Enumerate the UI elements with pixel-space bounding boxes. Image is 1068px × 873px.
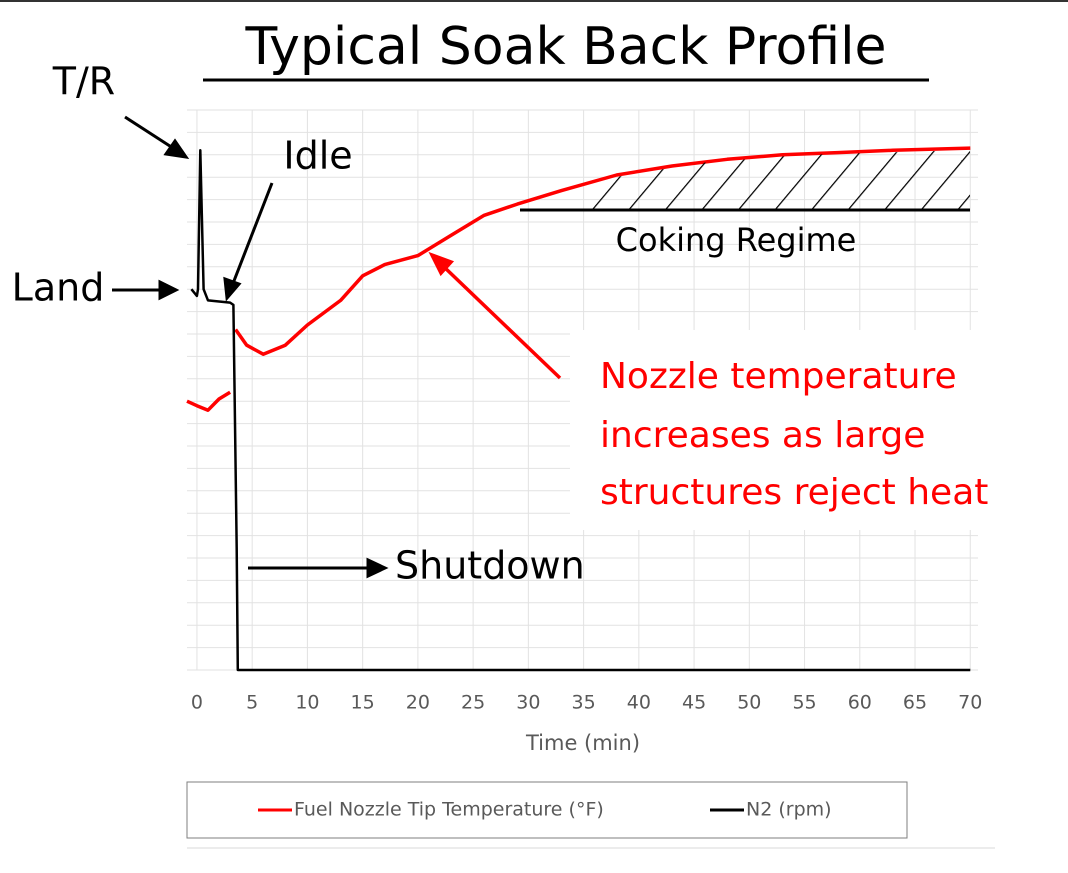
legend-label: N2 (rpm) bbox=[746, 799, 832, 821]
x-tick-label: 55 bbox=[792, 692, 816, 714]
annotation: Idle bbox=[283, 134, 352, 178]
series bbox=[186, 146, 971, 672]
arrows bbox=[112, 115, 389, 579]
chart-title: Typical Soak Back Profile bbox=[244, 17, 886, 77]
top-border bbox=[0, 0, 1068, 2]
x-axis-label: Time (min) bbox=[525, 731, 640, 755]
x-tick-label: 5 bbox=[246, 692, 258, 714]
x-tick-label: 15 bbox=[351, 692, 375, 714]
x-tick-label: 45 bbox=[682, 692, 706, 714]
annotation-backdrop bbox=[570, 330, 1040, 530]
x-tick-label: 65 bbox=[903, 692, 927, 714]
x-tick-label: 35 bbox=[572, 692, 596, 714]
x-tick-label: 25 bbox=[461, 692, 485, 714]
annotation: Nozzle temperature bbox=[600, 356, 957, 397]
x-tick-label: 60 bbox=[848, 692, 872, 714]
annotation: structures reject heat bbox=[600, 472, 988, 513]
annotation: Shutdown bbox=[395, 544, 585, 588]
x-tick-label: 10 bbox=[295, 692, 319, 714]
x-tick-label: 30 bbox=[516, 692, 540, 714]
series-line bbox=[190, 149, 971, 672]
legend-label: Fuel Nozzle Tip Temperature (°F) bbox=[294, 799, 604, 821]
x-tick-label: 40 bbox=[627, 692, 651, 714]
annotation: T/R bbox=[52, 60, 115, 104]
x-tick-label: 50 bbox=[737, 692, 761, 714]
legend-box bbox=[186, 781, 908, 839]
annotation: Land bbox=[12, 266, 105, 310]
annotation: Coking Regime bbox=[616, 221, 857, 259]
red-arrow bbox=[428, 251, 562, 380]
legend: Fuel Nozzle Tip Temperature (°F) N2 (rpm) bbox=[258, 799, 832, 821]
x-tick-label: 70 bbox=[958, 692, 982, 714]
coking-hatch bbox=[565, 150, 970, 210]
x-tick-label: 20 bbox=[406, 692, 430, 714]
x-tick-label: 0 bbox=[191, 692, 203, 714]
series-line bbox=[186, 146, 971, 412]
annotation: increases as large bbox=[600, 415, 925, 456]
